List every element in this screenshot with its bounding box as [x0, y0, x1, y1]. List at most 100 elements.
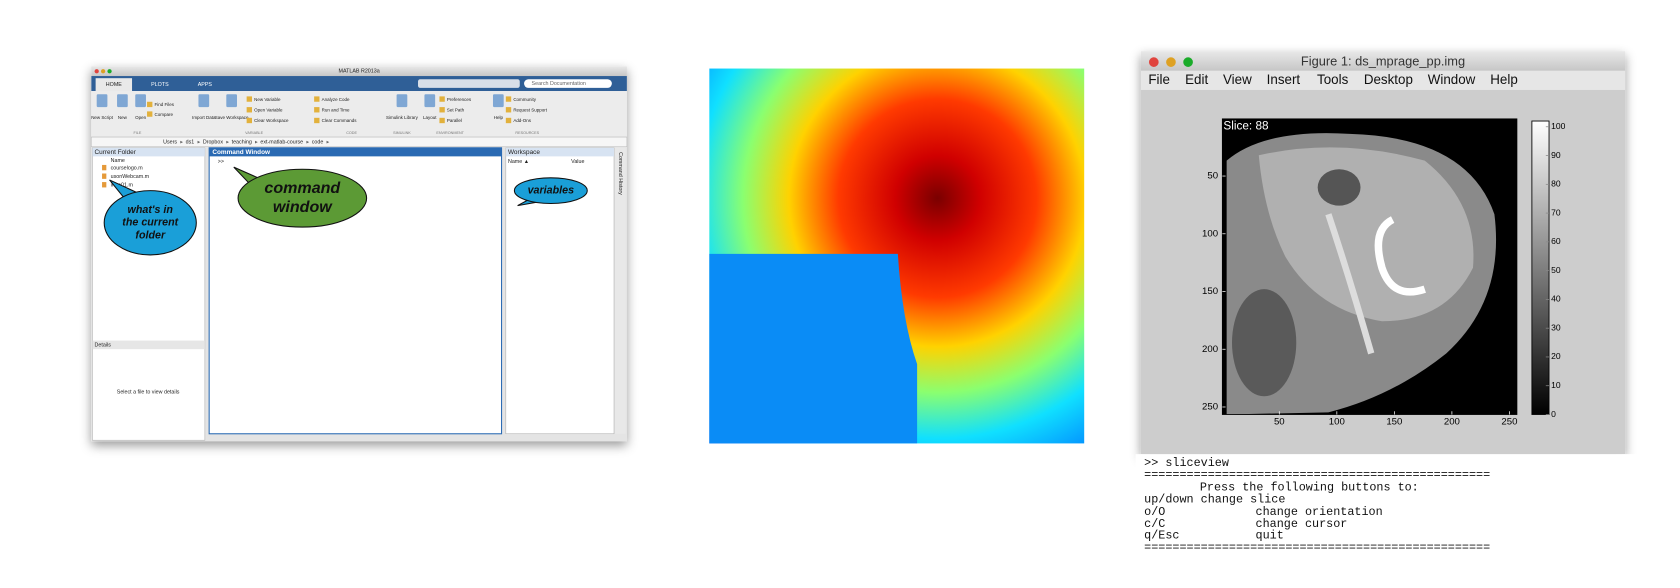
tab-active[interactable]: [95, 78, 133, 92]
console-key: o/O: [1144, 505, 1165, 519]
console-action: change orientation: [1256, 505, 1383, 519]
ribbon-button[interactable]: Import Data: [192, 115, 216, 120]
path-bar: [91, 136, 628, 147]
search-box[interactable]: [524, 79, 612, 88]
console-key: q/Esc: [1144, 529, 1179, 543]
colorbar-tick-label: 0: [1551, 409, 1556, 419]
ribbon-button[interactable]: Clear Workspace: [254, 118, 289, 123]
axis-ticks: 50 100 150 200 250 50 100 150 200 250 0 10 20 30 40 50 6…: [1202, 121, 1566, 427]
tab[interactable]: HOME: [106, 82, 122, 88]
path-segment[interactable]: code: [312, 139, 324, 145]
ribbon-buttons: New Script New Open Find Files Compare Import…: [91, 94, 548, 123]
panel-title: Command Window: [212, 149, 270, 156]
menu: File Edit View Insert Tools Desktop Window Help: [1148, 72, 1517, 87]
panel-title: Current Folder: [95, 149, 137, 156]
zoom-button[interactable]: [1183, 57, 1193, 67]
tab[interactable]: PLOTS: [151, 82, 169, 88]
ribbon-button[interactable]: New: [118, 115, 128, 120]
path-segment[interactable]: ext-matlab-course: [260, 139, 303, 145]
panel-header: [92, 147, 205, 157]
ribbon-button[interactable]: Save Workspace: [215, 115, 249, 120]
panel-title: Workspace: [508, 149, 540, 156]
menu-item[interactable]: View: [1223, 72, 1252, 87]
ribbon-button[interactable]: Parallel: [447, 118, 462, 123]
button-icon: [198, 94, 210, 108]
callout-bubble: [103, 190, 197, 256]
ribbon-button[interactable]: Layout: [423, 115, 437, 120]
button-icon: [439, 96, 445, 102]
console-key: c/C: [1144, 517, 1165, 531]
button-icon: [246, 107, 252, 113]
ribbon-button[interactable]: Community: [513, 97, 536, 102]
console-line: >> sliceview: [1144, 456, 1229, 470]
ribbon-button[interactable]: Add-Ons: [513, 118, 531, 123]
title-bar: [1140, 51, 1626, 71]
history-strip[interactable]: [615, 147, 626, 434]
file-icon: [102, 182, 107, 188]
console-line: up/down change slice: [1144, 493, 1285, 507]
ribbon-button[interactable]: Analyze Code: [322, 97, 350, 102]
ribbon-button[interactable]: Request Support: [513, 108, 547, 113]
slice-label: Slice: 88: [1223, 119, 1269, 132]
y-tick-label: 200: [1202, 344, 1218, 355]
colorbar-tick-label: 70: [1551, 207, 1561, 217]
ribbon: [91, 91, 627, 137]
menu-item[interactable]: Desktop: [1364, 72, 1413, 87]
console-line: Press the following buttons to:: [1200, 480, 1419, 494]
search-placeholder[interactable]: Search Documentation: [532, 81, 586, 87]
ribbon-button[interactable]: Simulink Library: [386, 115, 419, 120]
console-line: ========================================…: [1144, 468, 1490, 482]
zoom-button[interactable]: [107, 69, 112, 74]
path-segment[interactable]: Dropbox: [203, 139, 224, 145]
file-name[interactable]: usonWebcam.m: [111, 174, 150, 180]
ribbon-button[interactable]: Open: [135, 115, 146, 120]
menu-item[interactable]: Edit: [1185, 72, 1208, 87]
ribbon-button[interactable]: New Variable: [254, 97, 281, 102]
button-icon: [135, 94, 146, 108]
toolbar: [418, 79, 520, 88]
path-segment[interactable]: teaching: [232, 139, 252, 145]
button-icon: [314, 107, 320, 113]
path-separator: ▸: [197, 139, 200, 145]
button-icon: [505, 117, 512, 124]
path-separator: ▸: [180, 139, 183, 145]
ribbon-button[interactable]: New Script: [91, 115, 113, 120]
face: [1232, 289, 1297, 397]
panel-header: [209, 147, 502, 157]
tab[interactable]: APPS: [198, 82, 213, 88]
x-tick-label: 50: [1274, 417, 1285, 428]
ribbon-button[interactable]: Preferences: [447, 97, 472, 102]
minimize-button[interactable]: [100, 69, 106, 74]
menu-item[interactable]: Insert: [1267, 72, 1301, 87]
menu-item[interactable]: File: [1148, 72, 1170, 87]
menu-item[interactable]: Help: [1490, 72, 1518, 87]
colorbar-tick-label: 20: [1551, 351, 1561, 361]
history-label[interactable]: Command History: [617, 152, 623, 195]
ribbon-button[interactable]: Compare: [155, 112, 174, 117]
colorbar-tick-label: 90: [1551, 150, 1561, 160]
breadcrumb: Users ▸ ds1 ▸ Dropbox ▸ teaching ▸ ext-matlab-co…: [163, 139, 329, 145]
ribbon-button[interactable]: Run and Time: [322, 108, 350, 113]
minimize-button[interactable]: [1166, 57, 1176, 67]
ribbon-button[interactable]: Find Files: [155, 102, 175, 107]
close-button[interactable]: [94, 69, 99, 74]
callout-text: command: [264, 179, 341, 197]
ribbon-button[interactable]: Set Path: [447, 108, 465, 113]
menu-item[interactable]: Tools: [1317, 72, 1349, 87]
file-name[interactable]: courselogo.m: [111, 166, 144, 172]
menu-item[interactable]: Window: [1428, 72, 1476, 87]
button-icon: [246, 96, 252, 102]
section-label: ENVIRONMENT: [436, 131, 464, 135]
ribbon-button[interactable]: Open Variable: [254, 108, 283, 113]
ribbon-button[interactable]: Clear Commands: [322, 118, 358, 123]
y-tick-label: 100: [1202, 228, 1218, 239]
path-segment[interactable]: ds1: [186, 139, 195, 145]
path-segment[interactable]: Users: [163, 139, 177, 145]
close-button[interactable]: [1148, 57, 1159, 67]
button-icon: [246, 117, 252, 124]
colorbar-tick-label: 100: [1551, 121, 1566, 131]
ribbon-button[interactable]: Help: [494, 115, 504, 120]
section-label: SIMULINK: [393, 131, 411, 135]
